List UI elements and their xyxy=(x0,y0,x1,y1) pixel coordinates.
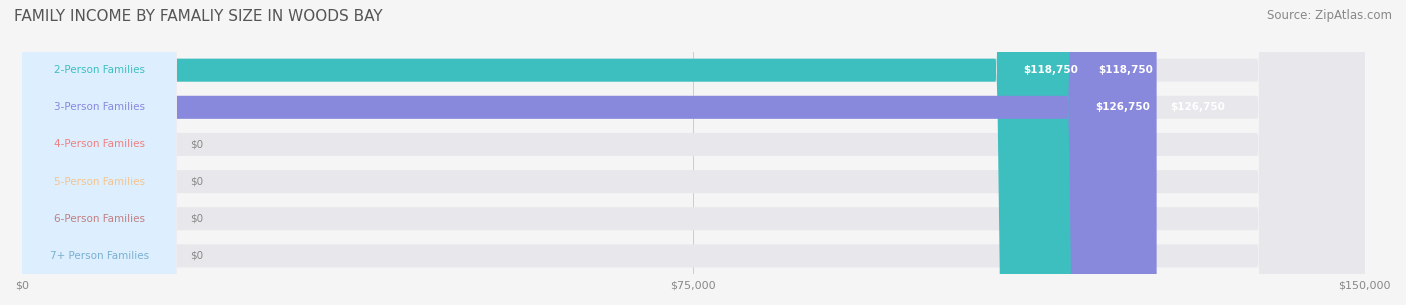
FancyBboxPatch shape xyxy=(22,0,1365,305)
Text: FAMILY INCOME BY FAMALIY SIZE IN WOODS BAY: FAMILY INCOME BY FAMALIY SIZE IN WOODS B… xyxy=(14,9,382,24)
Text: $0: $0 xyxy=(190,139,202,149)
Text: $126,750: $126,750 xyxy=(1170,102,1225,112)
FancyBboxPatch shape xyxy=(22,0,1365,305)
FancyBboxPatch shape xyxy=(22,0,1365,305)
FancyBboxPatch shape xyxy=(22,0,176,305)
Text: 5-Person Families: 5-Person Families xyxy=(53,177,145,187)
FancyBboxPatch shape xyxy=(22,0,176,305)
FancyBboxPatch shape xyxy=(22,0,1157,305)
Text: $118,750: $118,750 xyxy=(1024,65,1078,75)
Text: $0: $0 xyxy=(190,214,202,224)
Text: 4-Person Families: 4-Person Families xyxy=(53,139,145,149)
FancyBboxPatch shape xyxy=(22,0,1365,305)
Text: $0: $0 xyxy=(190,251,202,261)
Text: 6-Person Families: 6-Person Families xyxy=(53,214,145,224)
Text: $0: $0 xyxy=(190,177,202,187)
Text: 7+ Person Families: 7+ Person Families xyxy=(49,251,149,261)
Text: 3-Person Families: 3-Person Families xyxy=(53,102,145,112)
FancyBboxPatch shape xyxy=(22,0,176,305)
Text: $118,750: $118,750 xyxy=(1098,65,1153,75)
FancyBboxPatch shape xyxy=(22,0,176,305)
Text: $126,750: $126,750 xyxy=(1095,102,1150,112)
Text: 2-Person Families: 2-Person Families xyxy=(53,65,145,75)
FancyBboxPatch shape xyxy=(22,0,176,305)
FancyBboxPatch shape xyxy=(22,0,1365,305)
FancyBboxPatch shape xyxy=(22,0,1365,305)
FancyBboxPatch shape xyxy=(22,0,1085,305)
FancyBboxPatch shape xyxy=(22,0,176,305)
Text: Source: ZipAtlas.com: Source: ZipAtlas.com xyxy=(1267,9,1392,22)
